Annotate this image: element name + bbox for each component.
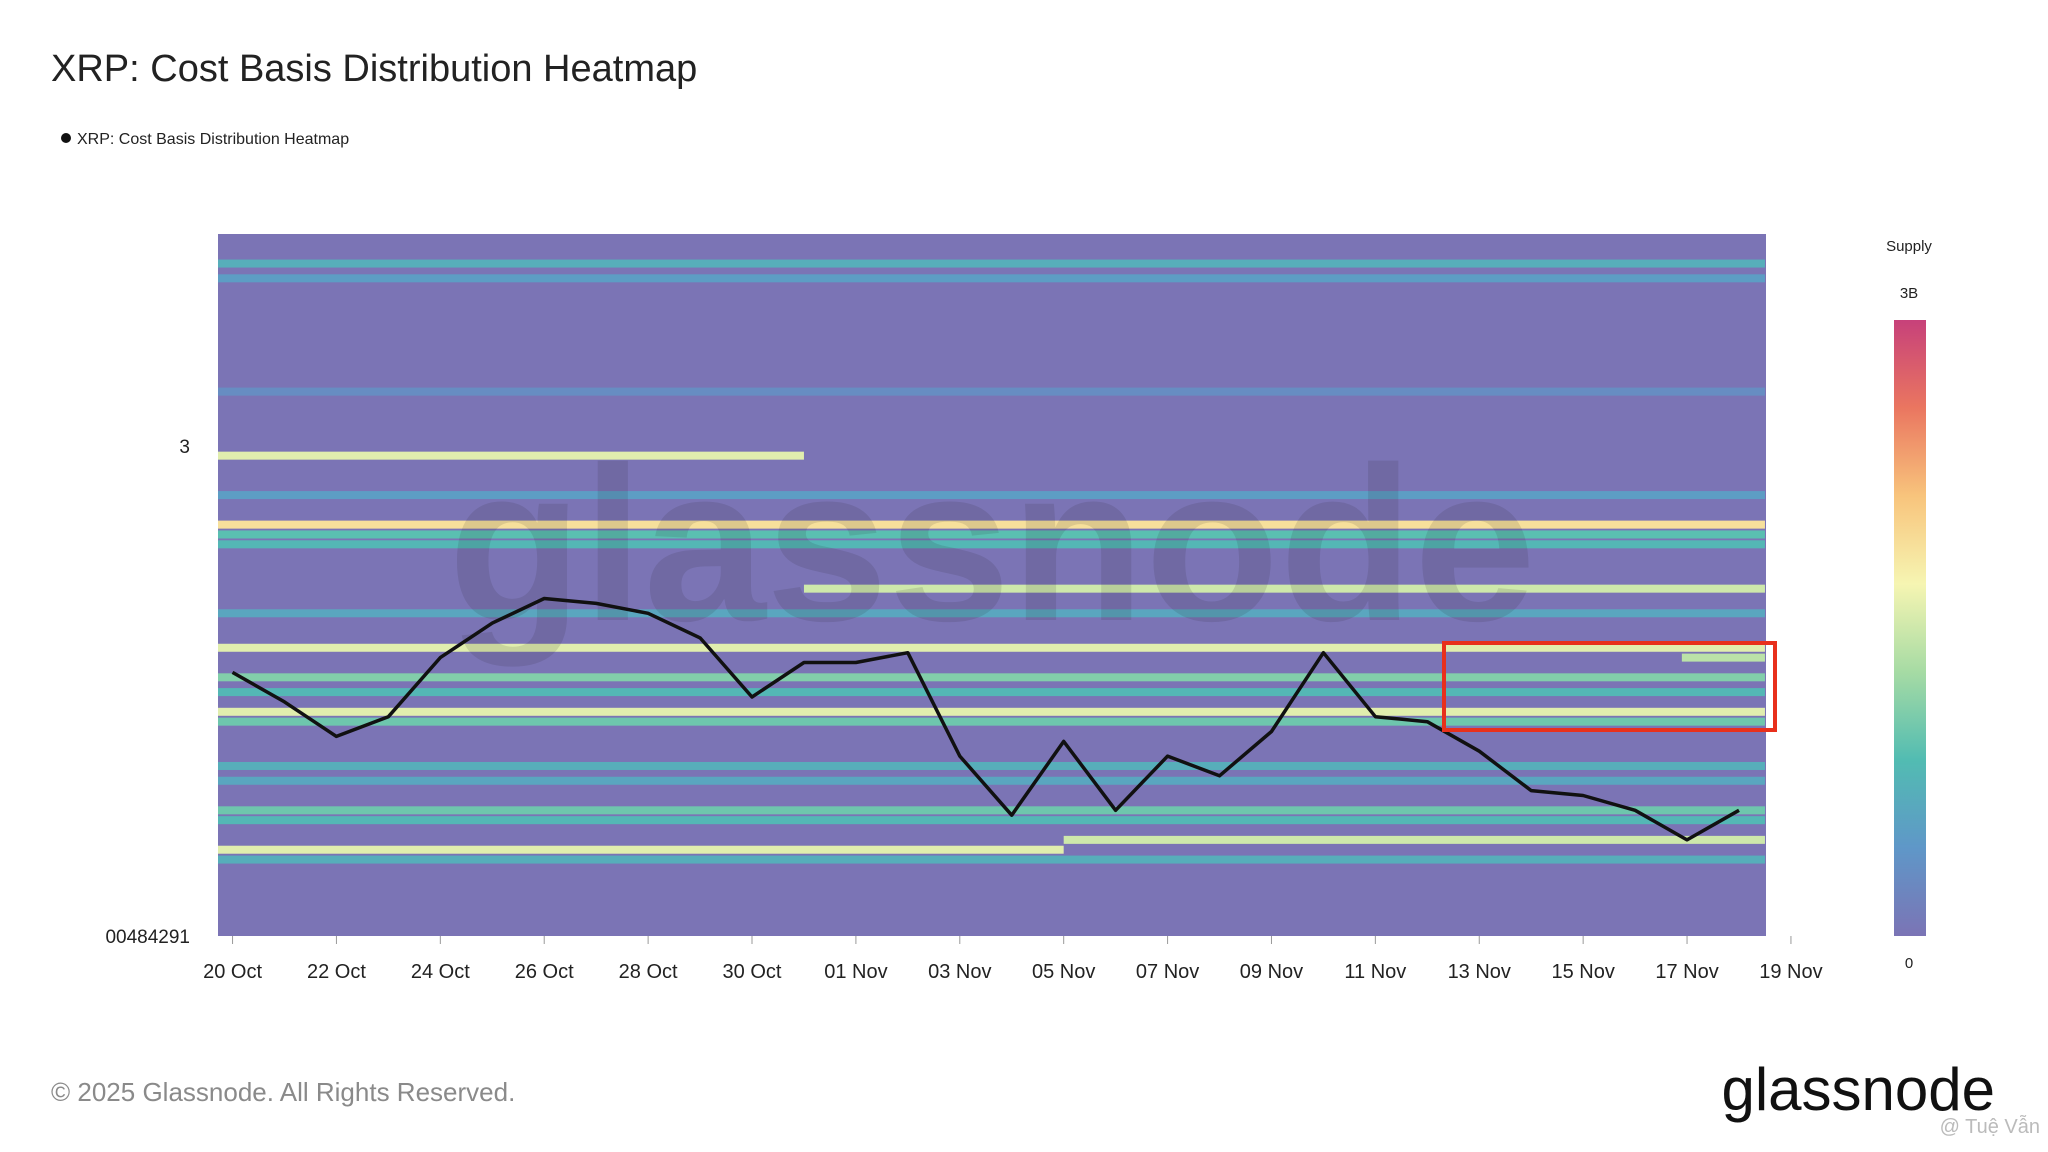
footer: © 2025 Glassnode. All Rights Reserved.	[51, 1077, 515, 1107]
heatmap-band	[218, 776, 1765, 785]
y-tick-label: 00484291	[105, 927, 190, 948]
x-tick-label: 11 Nov	[1344, 961, 1406, 983]
heatmap-band	[218, 530, 1765, 539]
x-tick-label: 03 Nov	[928, 961, 991, 983]
line-layer	[231, 596, 1740, 842]
heatmap-band	[218, 707, 1765, 716]
highlight-box	[1442, 641, 1777, 732]
x-tick-label: 24 Oct	[411, 961, 470, 983]
heatmap-band	[218, 387, 1765, 396]
credit: @ Tuệ Vẫn	[1940, 1115, 2040, 1138]
x-tick-label: 13 Nov	[1448, 961, 1511, 983]
heatmap-band	[218, 491, 1765, 500]
colorbar-tick-label: 0	[1905, 955, 1913, 972]
x-tick-label: 26 Oct	[515, 961, 574, 983]
x-tick-label: 09 Nov	[1240, 961, 1303, 983]
heatmap	[218, 259, 1765, 864]
y-tick-label: 3	[179, 437, 190, 458]
x-tick-label: 19 Nov	[1759, 961, 1822, 983]
heatmap-band	[218, 816, 1765, 825]
watermark: glassnode	[448, 421, 1536, 667]
x-tick-label: 28 Oct	[619, 961, 678, 983]
heatmap-band	[218, 520, 1765, 529]
x-tick-label: 17 Nov	[1655, 961, 1718, 983]
x-tick-label: 07 Nov	[1136, 961, 1199, 983]
legend-entry: XRP: Cost Basis Distribution Heatmap	[77, 131, 349, 148]
heatmap-band	[1681, 653, 1765, 662]
heatmap-band	[218, 540, 1765, 549]
heatmap-band	[218, 717, 1765, 726]
heatmap-band	[218, 609, 1765, 618]
price-line	[231, 596, 1740, 842]
heatmap-band	[803, 584, 1765, 593]
axes: 00484291 3 20 Oct 22 Oct 24 Oct 26 Oct 28 Oct 3…	[105, 437, 1822, 983]
heatmap-band	[218, 688, 1765, 697]
x-tick-label: 15 Nov	[1551, 961, 1614, 983]
x-tick-label: 01 Nov	[824, 961, 887, 983]
heatmap-band	[218, 761, 1765, 770]
chart-title: XRP: Cost Basis Distribution Heatmap	[51, 48, 697, 90]
heatmap-band	[218, 259, 1765, 268]
heatmap-band	[218, 855, 1765, 864]
x-tick-label: 05 Nov	[1032, 961, 1095, 983]
heatmap-band	[218, 274, 1765, 283]
heatmap-band	[1063, 835, 1765, 844]
x-tick-label: 30 Oct	[723, 961, 782, 983]
heatmap-band	[218, 806, 1765, 815]
logo: glassnode	[1721, 1056, 1995, 1123]
x-tick-label: 20 Oct	[203, 961, 262, 983]
heatmap-band	[218, 451, 804, 460]
heatmap-band	[218, 643, 1765, 652]
x-tick-label: 22 Oct	[307, 961, 366, 983]
heatmap-band	[218, 673, 1765, 682]
colorbar-tick-label: 3B	[1900, 285, 1918, 302]
heatmap-band	[218, 845, 1064, 854]
colorbar	[1894, 320, 1926, 936]
colorbar-title: Supply	[1886, 238, 1932, 255]
legend-marker	[61, 133, 71, 143]
